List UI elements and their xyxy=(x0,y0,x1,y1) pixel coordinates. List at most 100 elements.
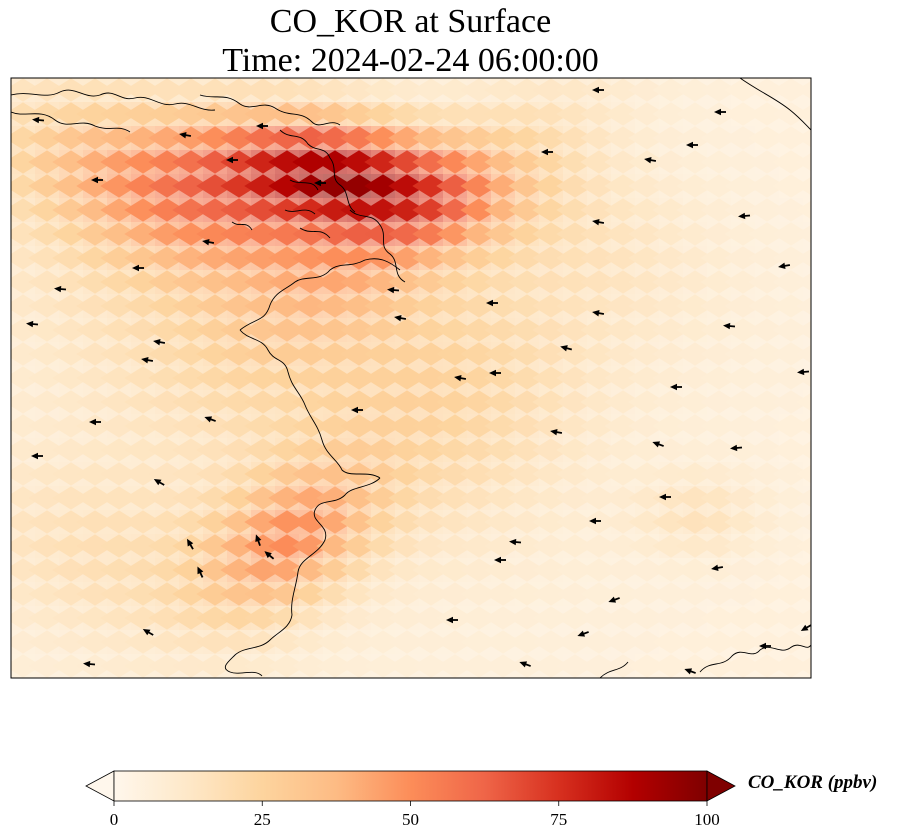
field-cell xyxy=(484,126,522,150)
field-cell xyxy=(484,246,522,270)
field-cell xyxy=(316,222,354,246)
field-cell xyxy=(532,126,570,150)
field-cell xyxy=(460,270,498,294)
field-cell xyxy=(676,222,714,246)
field-cell xyxy=(364,126,402,150)
field-cell xyxy=(556,174,594,198)
field-cell xyxy=(748,78,786,102)
field-cell xyxy=(676,126,714,150)
field-cell xyxy=(412,222,450,246)
field-cell xyxy=(340,126,378,150)
field-cell xyxy=(124,126,162,150)
field-cell xyxy=(652,174,690,198)
field-cell xyxy=(196,246,234,270)
field-cell xyxy=(196,78,234,102)
field-cell xyxy=(412,150,450,174)
field-cell xyxy=(652,150,690,174)
field-cell xyxy=(532,198,570,222)
field-cell xyxy=(220,102,258,126)
field-cell xyxy=(11,198,42,222)
field-cell xyxy=(196,150,234,174)
field-cell xyxy=(796,248,811,268)
field-cell xyxy=(604,126,642,150)
field-cell xyxy=(11,150,42,174)
colorbar-tick-label: 100 xyxy=(694,810,720,829)
field-cell xyxy=(652,270,690,294)
field-cell xyxy=(76,78,114,102)
field-cell xyxy=(196,270,234,294)
field-cell xyxy=(220,198,258,222)
field-cell xyxy=(412,246,450,270)
field-cell xyxy=(292,222,330,246)
field-cell xyxy=(316,198,354,222)
field-cell xyxy=(724,246,762,270)
field-cell xyxy=(28,222,66,246)
field-cell xyxy=(556,198,594,222)
title-variable: CO_KOR at Surface xyxy=(269,3,552,40)
field-cell xyxy=(436,174,474,198)
field-cell xyxy=(604,222,642,246)
field-cell xyxy=(484,102,522,126)
field-cell xyxy=(76,102,114,126)
field-cell xyxy=(748,150,786,174)
field-cell xyxy=(11,294,42,318)
field-cell xyxy=(292,78,330,102)
colorbar-gradient xyxy=(113,770,708,802)
field-cell xyxy=(364,198,402,222)
field-cell xyxy=(772,270,810,294)
field-cell xyxy=(340,222,378,246)
field-cell xyxy=(580,174,618,198)
field-cell xyxy=(628,246,666,270)
field-cell xyxy=(604,102,642,126)
field-cell xyxy=(796,152,811,172)
field-cell xyxy=(268,270,306,294)
field-cell xyxy=(508,222,546,246)
field-cell xyxy=(748,102,786,126)
field-cell xyxy=(508,174,546,198)
field-cell xyxy=(292,150,330,174)
field-cell xyxy=(508,102,546,126)
field-cell xyxy=(124,102,162,126)
field-cell xyxy=(652,246,690,270)
field-cell xyxy=(244,150,282,174)
field-cell xyxy=(484,222,522,246)
map-panel xyxy=(10,77,812,679)
field-cell xyxy=(532,102,570,126)
field-cell xyxy=(460,174,498,198)
field-cell xyxy=(76,246,114,270)
field-cell xyxy=(52,198,90,222)
field-cell xyxy=(52,174,90,198)
field-cell xyxy=(28,174,66,198)
field-cell xyxy=(700,270,738,294)
field-cell xyxy=(100,270,138,294)
field-cell xyxy=(580,198,618,222)
field-cell xyxy=(268,78,306,102)
field-cell xyxy=(532,174,570,198)
field-cell xyxy=(364,246,402,270)
field-cell xyxy=(100,222,138,246)
field-cell xyxy=(412,78,450,102)
field-cell xyxy=(364,270,402,294)
field-cell xyxy=(100,246,138,270)
field-cell xyxy=(388,126,426,150)
field-cell xyxy=(604,174,642,198)
field-cell xyxy=(172,198,210,222)
field-cell xyxy=(652,198,690,222)
field-cell xyxy=(700,126,738,150)
field-cell xyxy=(100,78,138,102)
field-cell xyxy=(52,102,90,126)
field-cell xyxy=(268,222,306,246)
field-cell xyxy=(508,198,546,222)
field-cell xyxy=(28,198,66,222)
field-cell xyxy=(124,198,162,222)
field-cell xyxy=(148,102,186,126)
field-cell xyxy=(124,246,162,270)
field-cell xyxy=(460,78,498,102)
field-cell xyxy=(676,150,714,174)
field-cell xyxy=(460,246,498,270)
field-cell xyxy=(652,102,690,126)
field-cell xyxy=(244,78,282,102)
field-cell xyxy=(412,102,450,126)
field-cell xyxy=(148,270,186,294)
